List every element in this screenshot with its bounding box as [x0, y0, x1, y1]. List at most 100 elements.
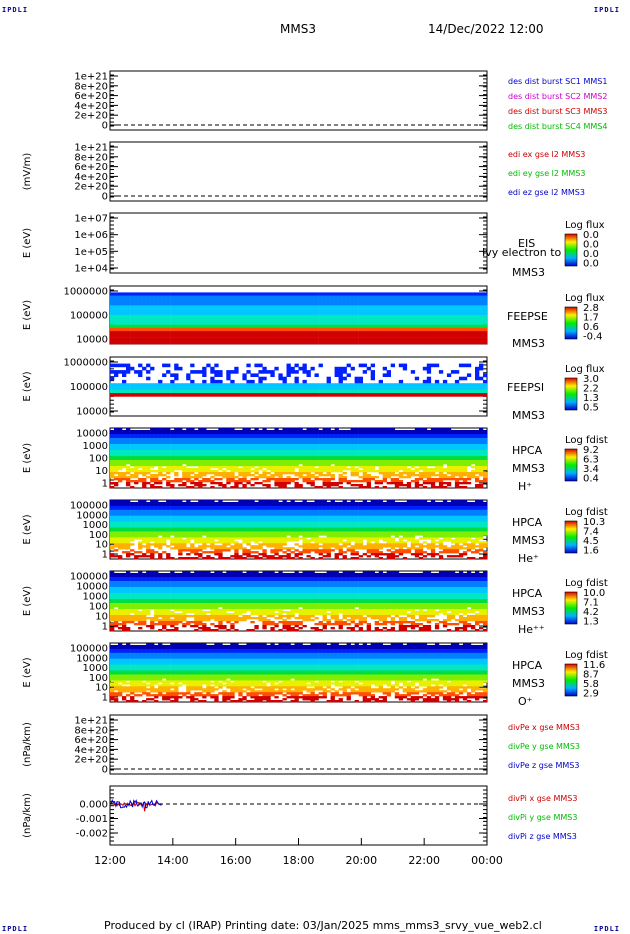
colorbar-title: Log flux [565, 293, 605, 304]
y-tick-label: 6e+20 [74, 735, 108, 746]
panel-frame [109, 785, 488, 846]
species-label: He⁺ [518, 552, 539, 565]
y-tick-label: 10000 [76, 335, 108, 346]
y-tick-label: 1e+04 [74, 264, 108, 275]
instrument-label: HPCA [512, 516, 543, 529]
y-tick-label: 0.000 [79, 800, 108, 811]
colorbar-tick-label: 1.7 [583, 313, 599, 324]
y-tick-label: 1e+21 [74, 143, 108, 154]
colorbar-tick-label: 8.7 [583, 670, 599, 681]
y-tick-label: 1e+21 [74, 716, 108, 727]
heatmap-hpca_o [110, 643, 488, 703]
y-axis-label: E (eV) [22, 657, 33, 687]
colorbar [564, 448, 578, 482]
datetime-title: 14/Dec/2022 12:00 [428, 22, 544, 36]
colorbar-tick-label: 6.3 [583, 455, 599, 466]
heatmap-hpca_he [110, 500, 488, 560]
y-tick-label: 1 [102, 622, 108, 633]
footer-credit: Produced by cl (IRAP) Printing date: 03/… [104, 919, 542, 932]
y-tick-label: 1 [102, 550, 108, 561]
colorbar-tick-label: 0.5 [583, 403, 599, 414]
panel-frame [109, 212, 488, 274]
y-tick-label: 10 [95, 683, 108, 694]
spacecraft-label: MMS3 [512, 462, 545, 475]
y-tick-label: 8e+20 [74, 81, 108, 92]
colorbar [564, 233, 578, 267]
colorbar [564, 377, 578, 411]
y-tick-label: 10000 [76, 407, 108, 418]
corner-label-bl: IPDLI [2, 925, 29, 933]
colorbar-tick-label: 1.6 [583, 546, 599, 557]
colorbar-tick-label: 10.0 [583, 588, 605, 599]
y-tick-label: 0 [102, 121, 108, 132]
heatmap-feepse [110, 292, 488, 345]
colorbar-title: Log fdist [565, 435, 608, 446]
panel-frame [109, 70, 488, 131]
legend-entry: divPe z gse MMS3 [508, 761, 579, 770]
colorbar-title: Log fdist [565, 578, 608, 589]
y-tick-label: 10000 [76, 510, 108, 521]
y-tick-label: 100000 [70, 382, 108, 393]
panel-frame [109, 141, 488, 202]
colorbar-tick-label: 7.4 [583, 527, 599, 538]
spacecraft-label: MMS3 [512, 534, 545, 547]
spacecraft-label: MMS3 [512, 337, 545, 350]
colorbar-tick-label: 3.4 [583, 464, 599, 475]
y-tick-label: 1000 [83, 592, 108, 603]
y-tick-label: 100 [89, 454, 108, 465]
colorbar-tick-label: 1.3 [583, 617, 599, 628]
y-tick-label: 1e+21 [74, 72, 108, 83]
panel-eis [109, 212, 578, 274]
y-tick-label: 100 [89, 602, 108, 613]
colorbar-tick-label: 4.2 [583, 607, 599, 618]
y-axis-label: (mV/m) [22, 153, 33, 191]
y-tick-label: 2e+20 [74, 111, 108, 122]
y-tick-label: 4e+20 [74, 172, 108, 183]
y-tick-label: 1 [102, 693, 108, 704]
legend-entry: divPi y gse MMS3 [508, 813, 577, 822]
colorbar-tick-label: 7.1 [583, 598, 599, 609]
y-tick-label: 6e+20 [74, 91, 108, 102]
overlay-text: Ivy electron to [482, 246, 562, 259]
colorbar-title: Log flux [565, 220, 605, 231]
y-tick-label: 100 [89, 530, 108, 541]
panel-divpe [109, 714, 488, 775]
x-tick-label: 16:00 [220, 854, 252, 867]
y-tick-label: 8e+20 [74, 152, 108, 163]
instrument-label: HPCA [512, 659, 543, 672]
legend-entry: des dist burst SC3 MMS3 [508, 107, 607, 116]
legend-entry: divPi x gse MMS3 [508, 794, 577, 803]
y-tick-label: 6e+20 [74, 162, 108, 173]
mission-title: MMS3 [280, 22, 316, 36]
colorbar-title: Log fdist [565, 507, 608, 518]
species-label: H⁺ [518, 480, 532, 493]
colorbar-tick-label: 10.3 [583, 517, 605, 528]
y-tick-label: 10000 [76, 653, 108, 664]
y-tick-label: 1000 [83, 520, 108, 531]
colorbar-tick-label: 0.0 [583, 240, 599, 251]
y-tick-label: 1e+05 [74, 247, 108, 258]
x-tick-label: 12:00 [94, 854, 126, 867]
y-axis-label: E (eV) [22, 443, 33, 473]
species-label: O⁺ [518, 695, 533, 708]
species-label: He⁺⁺ [518, 623, 545, 636]
spacecraft-label: MMS3 [512, 409, 545, 422]
legend-entry: des dist burst SC4 MMS4 [508, 122, 607, 131]
colorbar [564, 591, 578, 625]
y-tick-label: 1000000 [63, 287, 108, 298]
y-axis-label: (nPa/km) [22, 722, 33, 767]
y-tick-label: 10000 [76, 582, 108, 593]
colorbar-tick-label: -0.4 [583, 332, 603, 343]
y-tick-label: 2e+20 [74, 182, 108, 193]
colorbar-tick-label: 9.2 [583, 445, 599, 456]
colorbar [564, 306, 578, 340]
corner-label-br: IPDLI [593, 925, 620, 933]
instrument-label: HPCA [512, 444, 543, 457]
y-tick-label: 10000 [76, 429, 108, 440]
legend-entry: divPe y gse MMS3 [508, 742, 580, 751]
y-tick-label: 4e+20 [74, 101, 108, 112]
legend-entry: divPe x gse MMS3 [508, 723, 580, 732]
x-tick-label: 18:00 [283, 854, 315, 867]
colorbar [564, 663, 578, 697]
